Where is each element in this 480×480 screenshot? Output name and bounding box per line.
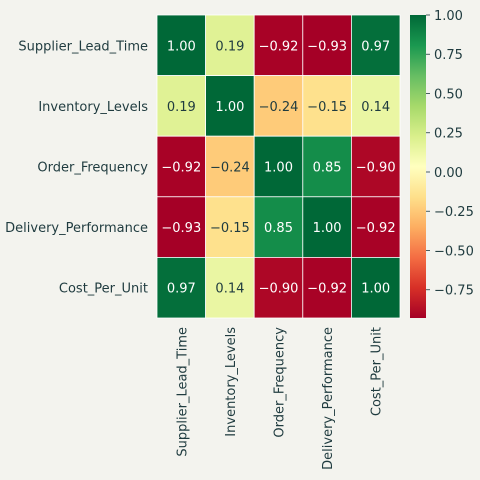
cell-value-r1-c4: 0.14 <box>361 100 390 115</box>
colorbar <box>410 15 426 318</box>
heatmap-cell-r0-c3 <box>302 14 352 76</box>
row-labels: Supplier_Lead_Time Inventory_Levels Order_… <box>5 39 148 296</box>
heatmap-cell-r3-c4 <box>350 196 401 258</box>
cell-value-r1-c3: −0.15 <box>307 100 347 115</box>
column-label-4: Cost_Per_Unit <box>370 327 385 416</box>
heatmap-cell-r4-c4 <box>350 256 401 319</box>
heatmap-cell-r0-c0 <box>156 14 206 76</box>
cell-value-r3-c4: −0.92 <box>356 221 396 236</box>
row-label-2: Order_Frequency <box>37 161 148 176</box>
cell-value-r4-c1: 0.14 <box>215 282 244 297</box>
heatmap-cell-r3-c3 <box>302 196 352 258</box>
heatmap-cell-r3-c0 <box>156 196 206 258</box>
cell-value-r3-c1: −0.15 <box>210 221 250 236</box>
colorbar-tick-label-5: −0.25 <box>434 205 474 220</box>
cell-value-r2-c3: 0.85 <box>313 161 342 176</box>
heatmap-cell-r1-c2 <box>253 75 304 137</box>
colorbar-tick-label-2: 0.50 <box>434 87 463 102</box>
heatmap-cell-r3-c2 <box>253 196 304 258</box>
colorbar-tick-label-4: 0.00 <box>434 166 463 181</box>
cell-value-r1-c2: −0.24 <box>259 100 299 115</box>
column-label-0: Supplier_Lead_Time <box>175 327 190 457</box>
cell-value-r1-c0: 0.19 <box>167 100 196 115</box>
row-label-0: Supplier_Lead_Time <box>18 39 148 54</box>
cell-value-r0-c0: 1.00 <box>167 39 196 54</box>
heatmap-cell-r3-c1 <box>205 196 255 258</box>
column-label-2: Order_Frequency <box>273 327 288 438</box>
cell-value-r2-c1: −0.24 <box>210 161 250 176</box>
heatmap-cell-r4-c2 <box>253 256 304 319</box>
cell-value-r1-c1: 1.00 <box>215 100 244 115</box>
colorbar-tick-label-1: 0.75 <box>434 48 463 63</box>
cell-value-r2-c2: 1.00 <box>264 161 293 176</box>
cell-value-r4-c3: −0.92 <box>307 282 347 297</box>
cell-value-r4-c2: −0.90 <box>259 282 299 297</box>
cell-value-r4-c0: 0.97 <box>167 282 196 297</box>
colorbar-tick-label-3: 0.25 <box>434 127 463 142</box>
heatmap-cells: 1.00 0.19 −0.92 −0.93 0.97 0.19 1.00 −0.24 −0.15… <box>156 14 401 319</box>
cell-value-r3-c2: 0.85 <box>264 221 293 236</box>
cell-value-r0-c3: −0.93 <box>307 39 347 54</box>
cell-value-r2-c4: −0.90 <box>356 161 396 176</box>
row-label-4: Cost_Per_Unit <box>59 282 148 297</box>
heatmap-cell-r2-c4 <box>350 135 401 198</box>
column-label-3: Delivery_Performance <box>321 327 336 470</box>
cell-value-r3-c3: 1.00 <box>313 221 342 236</box>
cell-value-r0-c1: 0.19 <box>215 39 244 54</box>
cell-value-r4-c4: 1.00 <box>361 282 390 297</box>
heatmap-cell-r2-c3 <box>302 135 352 198</box>
heatmap-cell-r4-c0 <box>156 256 206 319</box>
row-label-3: Delivery_Performance <box>5 221 148 236</box>
colorbar-tick-label-7: −0.75 <box>434 284 474 299</box>
cell-value-r3-c0: −0.93 <box>161 221 201 236</box>
cell-value-r0-c2: −0.92 <box>259 39 299 54</box>
column-label-1: Inventory_Levels <box>224 327 239 437</box>
cell-value-r2-c0: −0.92 <box>161 161 201 176</box>
heatmap-cell-r0-c1 <box>205 14 255 76</box>
colorbar-tick-label-6: −0.50 <box>434 244 474 259</box>
colorbar-ticks: 1.00 0.75 0.50 0.25 0.00 −0.25 −0.50 −0.75 <box>426 9 474 299</box>
colorbar-tick-label-0: 1.00 <box>434 9 463 24</box>
heatmap-cell-r2-c1 <box>205 135 255 198</box>
heatmap-cell-r0-c2 <box>253 14 304 76</box>
column-labels: Supplier_Lead_Time Inventory_Levels Order_… <box>175 327 384 470</box>
heatmap-cell-r4-c1 <box>205 256 255 319</box>
row-label-1: Inventory_Levels <box>38 100 148 115</box>
heatmap-cell-r1-c4 <box>350 75 401 137</box>
heatmap-cell-r1-c0 <box>156 75 206 137</box>
cell-value-r0-c4: 0.97 <box>361 39 390 54</box>
